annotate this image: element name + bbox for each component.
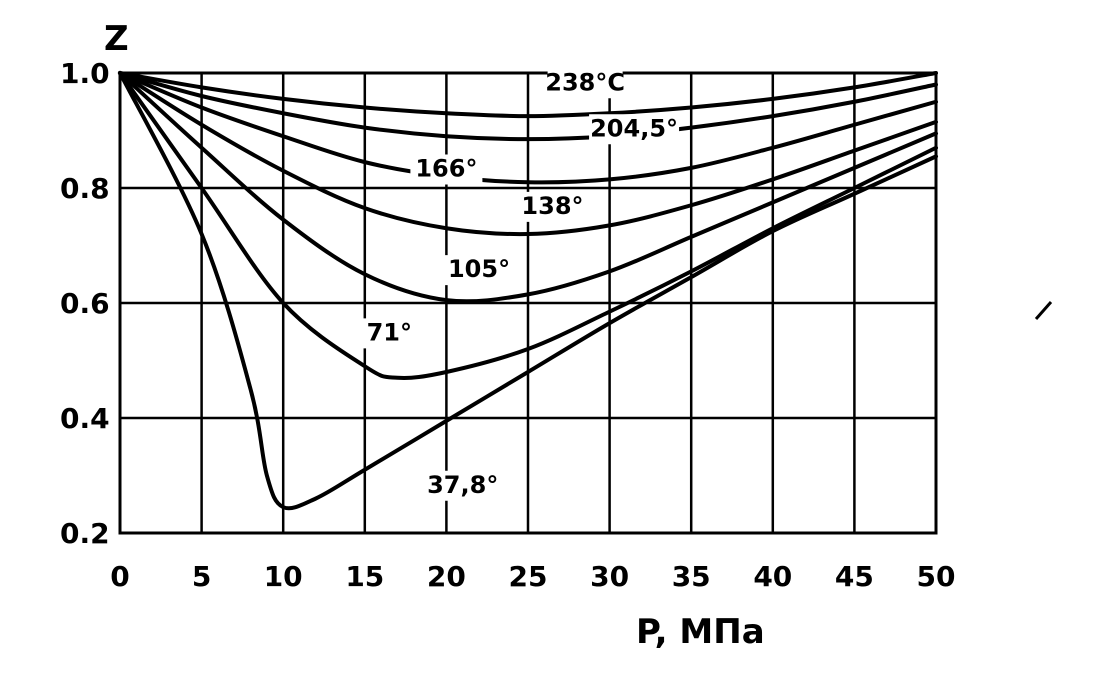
tick-labels: 0 5 10 15 20 25 30 35 40 45 50 0.2 0.4 0.6 0.8 1.0 xyxy=(60,57,955,593)
series-label-background xyxy=(425,470,501,501)
x-tick-label: 45 xyxy=(835,560,874,593)
series-label-background xyxy=(589,114,680,145)
series-line-4 xyxy=(118,71,938,237)
y-tick-label: 1.0 xyxy=(60,57,110,90)
x-axis-label: P, МПа xyxy=(636,612,765,652)
series-label-background xyxy=(410,154,483,185)
series-labels: 238°C 204,5° 166° 138° 105° 71° 37,8° xyxy=(353,68,680,501)
x-tick-label: 30 xyxy=(590,560,629,593)
stray-mark xyxy=(1034,301,1053,320)
plot-frame xyxy=(118,71,938,535)
series-label-7: 37,8° xyxy=(427,471,498,499)
series-label-background xyxy=(353,318,426,349)
series-line-2 xyxy=(118,71,938,142)
series-label-1: 238°C xyxy=(545,68,625,96)
axes xyxy=(118,71,938,535)
series-label-6: 71° xyxy=(367,318,412,346)
series-label-3: 166° xyxy=(415,155,477,183)
series-line-6 xyxy=(118,71,938,380)
y-tick-label: 0.2 xyxy=(60,517,110,550)
series-line-1 xyxy=(118,71,938,119)
series-line-3 xyxy=(118,71,938,185)
x-tick-label: 0 xyxy=(110,560,129,593)
series-label-background xyxy=(443,255,516,286)
series-lines xyxy=(118,71,938,511)
series-label-2: 204,5° xyxy=(590,114,678,142)
y-tick-label: 0.6 xyxy=(60,287,110,320)
y-axis-label: Z xyxy=(104,19,129,59)
x-tick-label: 10 xyxy=(264,560,303,593)
x-tick-label: 5 xyxy=(192,560,211,593)
x-tick-label: 50 xyxy=(917,560,956,593)
series-label-5: 105° xyxy=(448,255,510,283)
series-label-background xyxy=(547,68,623,99)
x-tick-label: 35 xyxy=(672,560,711,593)
series-line-7 xyxy=(118,71,938,511)
x-tick-label: 20 xyxy=(427,560,466,593)
x-tick-label: 25 xyxy=(509,560,548,593)
x-tick-label: 15 xyxy=(345,560,384,593)
series-label-background xyxy=(516,191,589,222)
y-tick-label: 0.4 xyxy=(60,402,110,435)
x-tick-label: 40 xyxy=(753,560,792,593)
series-line-5 xyxy=(118,71,938,304)
series-label-4: 138° xyxy=(521,192,583,220)
y-tick-label: 0.8 xyxy=(60,172,110,205)
